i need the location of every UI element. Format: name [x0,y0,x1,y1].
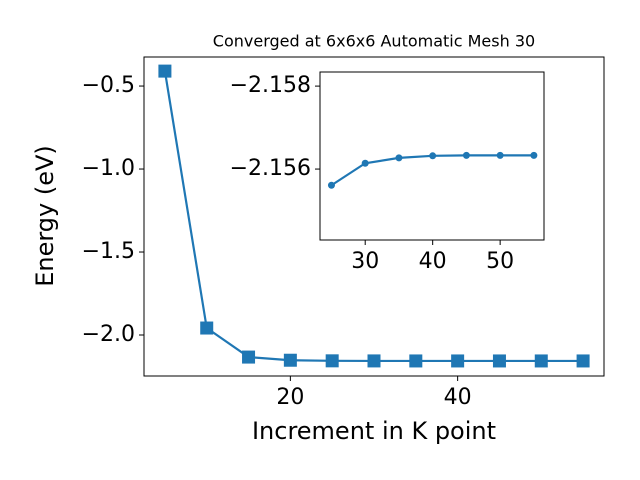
y-axis-label: Energy (eV) [31,145,59,287]
x-tick-label: 50 [486,249,514,274]
marker [530,151,538,159]
x-tick-label: 40 [444,385,472,410]
marker [451,354,465,368]
x-axis-label: Increment in K point [252,417,496,445]
y-tick-label: −2.0 [82,322,135,347]
marker [242,350,256,364]
x-tick-label: 30 [351,249,379,274]
y-tick-label: −0.5 [82,73,135,98]
marker [395,154,403,162]
marker [327,181,335,189]
y-tick-label: −2.158 [230,73,311,98]
x-tick-label: 40 [419,249,447,274]
marker [283,353,297,367]
marker [361,159,369,167]
marker [534,354,548,368]
y-tick-label: −1.5 [82,239,135,264]
marker [462,151,470,159]
y-tick-label: −1.0 [82,156,135,181]
marker [158,64,172,78]
marker [409,354,423,368]
marker [325,354,339,368]
x-tick-label: 20 [276,385,304,410]
marker [576,354,590,368]
marker [200,321,214,335]
marker [367,354,381,368]
marker [496,151,504,159]
chart-title: Converged at 6x6x6 Automatic Mesh 30 [213,32,535,51]
marker [492,354,506,368]
marker [429,152,437,160]
y-tick-label: −2.156 [230,156,311,181]
